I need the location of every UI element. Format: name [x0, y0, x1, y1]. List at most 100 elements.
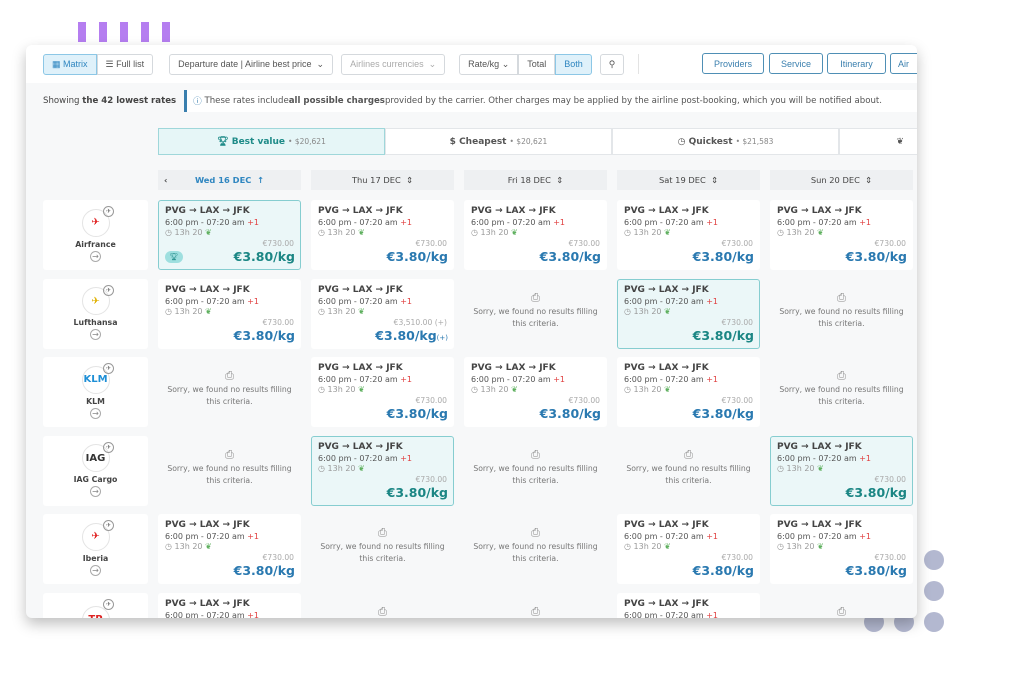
day-offset: +1: [706, 610, 718, 619]
rate-card[interactable]: PVG → LAX → JFK 6:00 pm - 07:20 am +1 ◷ …: [770, 435, 913, 506]
rate-per-kg: €3.80/kg: [387, 249, 448, 264]
rate-card[interactable]: PVG → LAX → JFK 6:00 pm - 07:20 am +1 ◷ …: [311, 435, 454, 506]
currency-dropdown[interactable]: Airlines currencies ⌄: [341, 53, 446, 75]
rate-per-kg: €3.80/kg: [540, 249, 601, 264]
day-offset: +1: [706, 296, 718, 306]
time-range: 6:00 pm - 07:20 am: [624, 610, 704, 619]
airline-card[interactable]: ✈ ✈ Airfrance →: [43, 200, 148, 270]
chevron-left-icon[interactable]: ‹: [164, 175, 168, 185]
time-range: 6:00 pm - 07:20 am: [777, 532, 857, 541]
rate-card[interactable]: PVG → LAX → JFK 6:00 pm - 07:20 am +1 ◷ …: [311, 357, 454, 427]
pin-icon: ⚲: [608, 58, 616, 69]
total-price: €730.00: [721, 317, 753, 327]
clock-icon: ◷: [318, 228, 325, 237]
airline-card[interactable]: ✈ KLM KLM →: [43, 357, 148, 427]
airline-name: Airfrance: [75, 239, 116, 249]
sort-dropdown[interactable]: Departure date | Airline best price ⌄: [169, 53, 334, 75]
leaf-icon: ❦: [817, 463, 824, 473]
rate-card[interactable]: PVG → LAX → JFK 6:00 pm - 07:20 am +1 ◷ …: [617, 592, 760, 619]
duration: ◷ 13h 20 ❦: [777, 228, 906, 237]
route: PVG → LAX → JFK: [624, 598, 709, 609]
rate-card[interactable]: PVG → LAX → JFK 6:00 pm - 07:20 am +1 ◷ …: [158, 200, 301, 270]
duration: ◷ 13h 20 ❦: [624, 228, 753, 237]
rate-card[interactable]: PVG → LAX → JFK 6:00 pm - 07:20 am +1 ◷ …: [617, 357, 760, 427]
airline-row: ✈ IAG IAG Cargo → ⎙ Sorry, we found no result…: [43, 435, 913, 506]
service-filter-button[interactable]: Service: [769, 53, 823, 74]
rate-card[interactable]: PVG → LAX → JFK 6:00 pm - 07:20 am +1 ◷ …: [464, 200, 607, 270]
route: PVG → LAX → JFK: [471, 206, 556, 216]
airline-row: ✈ ✈ Airfrance → PVG → LAX → JFK 6:00 pm - 0…: [43, 200, 913, 270]
plane-icon: ✈: [103, 284, 114, 296]
rate-card[interactable]: PVG → LAX → JFK 6:00 pm - 07:20 am +1 ◷ …: [158, 514, 301, 584]
tab-cheapest[interactable]: $ Cheapest • $20,621: [385, 128, 612, 155]
sort-icon: ⇕: [859, 175, 873, 185]
total-button[interactable]: Total: [518, 53, 556, 75]
no-result-text: Sorry, we found no results filling this …: [779, 306, 904, 328]
tab-price: • $20,621: [509, 137, 548, 146]
airline-card[interactable]: ✈ IAG IAG Cargo →: [43, 435, 148, 506]
leaf-icon: ❦: [817, 228, 824, 237]
providers-filter-button[interactable]: Providers: [702, 53, 764, 74]
clock-icon: ◷: [777, 228, 784, 237]
rate-card[interactable]: PVG → LAX → JFK 6:00 pm - 07:20 am +1 ◷ …: [311, 200, 454, 270]
rate-card[interactable]: PVG → LAX → JFK 6:00 pm - 07:20 am +1 ◷ …: [158, 592, 301, 618]
duration-value: 13h 20: [786, 542, 815, 551]
sort-icon: ⇕: [400, 175, 414, 185]
duration-value: 13h 20: [174, 228, 203, 237]
flight-time: 6:00 pm - 07:20 am +1: [624, 297, 753, 306]
rate-card[interactable]: PVG → LAX → JFK 6:00 pm - 07:20 am +1 ◷ …: [617, 514, 760, 584]
plane-icon: ✈: [103, 598, 114, 610]
airlines-filter-button[interactable]: Air: [890, 53, 917, 74]
date-header[interactable]: ‹ Wed 16 DEC ↑: [158, 170, 301, 190]
duration: ◷ 13h 20 ❦: [624, 385, 753, 394]
date-header[interactable]: Fri 18 DEC ⇕: [464, 170, 607, 190]
leaf-icon: ❦: [664, 385, 671, 394]
tab-quickest[interactable]: ◷ Quickest • $21,583: [612, 128, 839, 155]
tab-best-value[interactable]: 🏆︎ Best value • $20,621: [158, 128, 385, 155]
matrix-view-button[interactable]: ▦ Matrix: [43, 53, 97, 75]
rate-card[interactable]: PVG → LAX → JFK 6:00 pm - 07:20 am +1 ◷ …: [617, 278, 760, 349]
rate-card[interactable]: PVG → LAX → JFK 6:00 pm - 07:20 am +1 ◷ …: [158, 278, 301, 349]
full-list-view-button[interactable]: ☰ Full list: [96, 53, 154, 75]
duration: ◷ 13h 20 ❦: [318, 385, 447, 394]
itinerary-filter-button[interactable]: Itinerary: [827, 53, 886, 74]
time-range: 6:00 pm - 07:20 am: [624, 532, 704, 541]
duration: ◷ 13h 20 ❦: [777, 464, 906, 473]
rate-kg-dropdown[interactable]: Rate/kg ⌄: [459, 53, 519, 75]
rate-card[interactable]: PVG → LAX → JFK 6:00 pm - 07:20 am +1 ◷ …: [770, 514, 913, 584]
rate-per-kg: €3.80/kg: [693, 328, 754, 343]
rate-card[interactable]: PVG → LAX → JFK 6:00 pm - 07:20 am +1 ◷ …: [311, 278, 454, 349]
sort-value: Departure date | Airline best price: [178, 59, 312, 69]
flight-time: 6:00 pm - 07:20 am +1: [624, 375, 753, 384]
route: PVG → LAX → JFK: [318, 363, 403, 373]
rate-card[interactable]: PVG → LAX → JFK 6:00 pm - 07:20 am +1 ◷ …: [464, 357, 607, 427]
both-button[interactable]: Both: [555, 53, 592, 75]
airline-card[interactable]: ✈ ✈ Iberia →: [43, 514, 148, 584]
rate-per-kg: €3.80/kg: [693, 563, 754, 578]
airline-logo: ✈: [81, 522, 110, 551]
no-result-text: Sorry, we found no results filling this …: [779, 385, 904, 406]
duration-value: 13h 20: [327, 306, 356, 316]
route: PVG → LAX → JFK: [165, 206, 250, 216]
duration: ◷ 13h 20 ❦: [318, 464, 447, 473]
rate-card[interactable]: PVG → LAX → JFK 6:00 pm - 07:20 am +1 ◷ …: [770, 200, 913, 270]
clock-icon: ◷: [165, 542, 172, 551]
tab-eco[interactable]: ❦: [839, 128, 917, 155]
duration-value: 13h 20: [480, 228, 509, 237]
day-offset: +1: [859, 532, 871, 541]
leaf-icon: ❦: [358, 385, 365, 394]
pin-button[interactable]: ⚲: [599, 53, 625, 75]
no-result-text: Sorry, we found no results filling this …: [167, 463, 292, 485]
airline-card[interactable]: ✈TP→: [43, 592, 148, 618]
leaf-icon: ❦: [664, 542, 671, 551]
duration: ◷ 13h 20 ❦: [318, 228, 447, 237]
date-header[interactable]: Thu 17 DEC ⇕: [311, 170, 454, 190]
rate-card[interactable]: PVG → LAX → JFK 6:00 pm - 07:20 am +1 ◷ …: [617, 200, 760, 270]
route: PVG → LAX → JFK: [165, 284, 250, 295]
time-range: 6:00 pm - 07:20 am: [471, 375, 551, 384]
no-result-text: Sorry, we found no results filling this …: [473, 463, 598, 485]
date-header[interactable]: Sun 20 DEC ⇕: [770, 170, 913, 190]
airline-card[interactable]: ✈ ✈ Lufthansa →: [43, 278, 148, 349]
date-header[interactable]: Sat 19 DEC ⇕: [617, 170, 760, 190]
route: PVG → LAX → JFK: [318, 441, 403, 452]
